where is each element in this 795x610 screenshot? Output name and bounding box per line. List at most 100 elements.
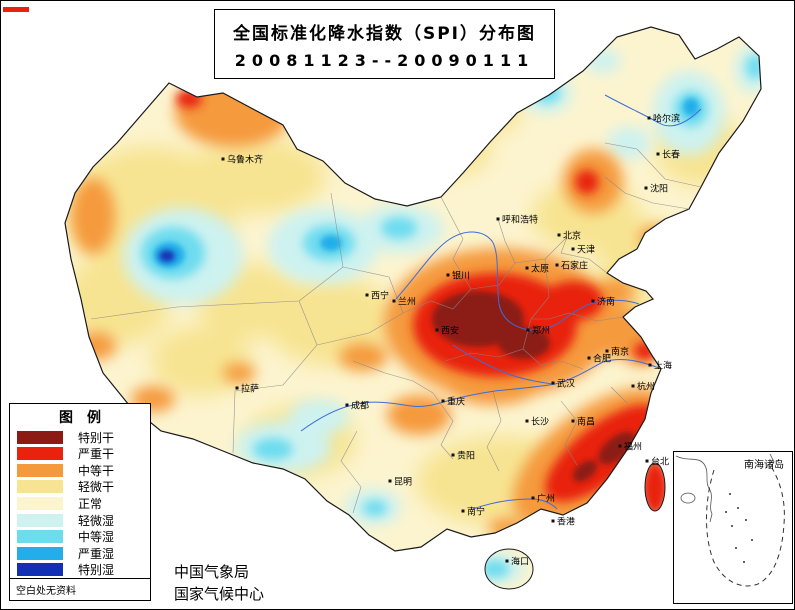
legend-item: 中等干 [10, 463, 150, 478]
legend-label: 特别干 [78, 430, 115, 445]
attribution: 中国气象局 国家气候中心 [174, 561, 264, 605]
attribution-line2: 国家气候中心 [174, 585, 265, 603]
city-label: 西宁 [371, 290, 389, 302]
city-marker: 乌鲁木齐 [221, 154, 263, 166]
city-marker: 郑州 [526, 325, 550, 337]
city-label: 郑州 [532, 325, 550, 337]
legend-swatch [17, 480, 63, 494]
legend-label: 严重湿 [78, 546, 115, 561]
city-label: 银川 [452, 270, 470, 282]
province-borders [90, 142, 702, 514]
city-marker: 重庆 [441, 396, 465, 408]
legend-swatch [17, 463, 63, 477]
city-marker: 太原 [525, 263, 549, 275]
city-marker: 长春 [656, 149, 680, 161]
city-marker: 银川 [446, 270, 470, 282]
city-label: 重庆 [447, 396, 465, 408]
city-label: 西安 [441, 325, 459, 337]
city-marker: 石家庄 [555, 260, 588, 272]
inset-label: 南海诸岛 [744, 460, 784, 471]
legend-item: 正常 [10, 496, 150, 511]
city-marker: 成都 [345, 400, 369, 412]
map-title: 全国标准化降水指数（SPI）分布图 [232, 23, 537, 44]
city-label: 香港 [557, 516, 575, 528]
city-label: 天津 [577, 245, 595, 256]
city-label: 台北 [651, 456, 669, 468]
legend-label: 中等湿 [78, 530, 115, 545]
rivers [300, 94, 702, 510]
legend-swatch [17, 530, 63, 544]
city-label: 长春 [662, 149, 680, 161]
inset-taiwan-coast [769, 453, 775, 469]
legend-label: 正常 [78, 496, 103, 511]
city-label: 哈尔滨 [653, 113, 680, 125]
city-marker: 呼和浩特 [496, 214, 538, 226]
city-label: 石家庄 [561, 260, 588, 272]
city-marker: 上海 [648, 360, 672, 372]
city-marker: 福州 [618, 441, 642, 453]
city-marker: 香港 [551, 516, 575, 528]
region-extreme-dry [432, 291, 636, 482]
city-label: 兰州 [398, 296, 416, 308]
legend-swatch [17, 546, 63, 560]
map-date-range: 20081123--20090111 [234, 50, 535, 70]
city-label: 广州 [537, 493, 555, 505]
city-label: 南昌 [577, 416, 595, 428]
yangtze-river [300, 359, 660, 432]
legend-swatch [17, 496, 63, 510]
legend-item: 轻微干 [10, 479, 150, 494]
city-marker: 贵阳 [451, 450, 475, 462]
city-marker: 沈阳 [644, 183, 668, 195]
songhua-river [604, 94, 702, 127]
legend: 图 例 特别干 严重干中等干 轻微干正常轻微湿中等湿 严重湿特别湿 空白处无资料 [9, 403, 151, 601]
city-label: 昆明 [394, 477, 412, 488]
china-outline [64, 26, 762, 552]
city-marker: 昆明 [388, 477, 412, 488]
city-marker: 武汉 [551, 378, 575, 390]
legend-label: 特别湿 [78, 563, 115, 578]
inset-islands [725, 493, 753, 563]
city-marker: 合肥 [587, 353, 611, 365]
city-marker: 天津 [571, 245, 595, 256]
hainan-island [484, 548, 534, 590]
city-label: 南宁 [467, 506, 485, 518]
city-marker: 广州 [531, 493, 555, 505]
legend-item: 中等湿 [10, 529, 150, 544]
city-label: 杭州 [637, 381, 655, 393]
legend-swatch [17, 513, 63, 527]
legend-item: 严重干 [10, 446, 150, 461]
city-marker: 济南 [591, 296, 615, 308]
city-label: 济南 [597, 296, 615, 308]
south-china-sea-inset: 南海诸岛 [673, 451, 793, 604]
legend-title: 图 例 [59, 410, 101, 426]
legend-swatch [17, 447, 63, 461]
legend-label: 中等干 [78, 463, 115, 478]
legend-item: 特别湿 [10, 562, 150, 577]
legend-label: 轻微湿 [78, 513, 115, 528]
city-label: 武汉 [557, 378, 575, 390]
city-label: 海口 [511, 556, 529, 568]
map-title-box: 全国标准化降水指数（SPI）分布图 20081123--20090111 [214, 9, 555, 79]
inset-hainan [680, 492, 696, 504]
city-marker: 南京 [605, 346, 629, 358]
city-label: 长沙 [531, 416, 549, 428]
city-label: 太原 [531, 263, 549, 275]
city-label: 呼和浩特 [502, 214, 538, 226]
city-label: 成都 [351, 400, 369, 412]
inset-map [675, 453, 785, 587]
region-extreme-wet [159, 250, 175, 262]
legend-items: 特别干 严重干中等干 轻微干正常轻微湿中等湿 严重湿特别湿 [10, 429, 150, 578]
city-marker: 台北 [645, 456, 669, 468]
city-label: 福州 [624, 441, 642, 453]
legend-item: 严重湿 [10, 546, 150, 561]
city-label: 沈阳 [650, 183, 668, 195]
city-label: 拉萨 [241, 383, 259, 395]
city-label: 贵阳 [457, 450, 475, 462]
nine-dash-line [706, 467, 785, 587]
attribution-line1: 中国气象局 [174, 563, 250, 581]
legend-footnote: 空白处无资料 [10, 578, 150, 600]
han-river [452, 344, 554, 385]
